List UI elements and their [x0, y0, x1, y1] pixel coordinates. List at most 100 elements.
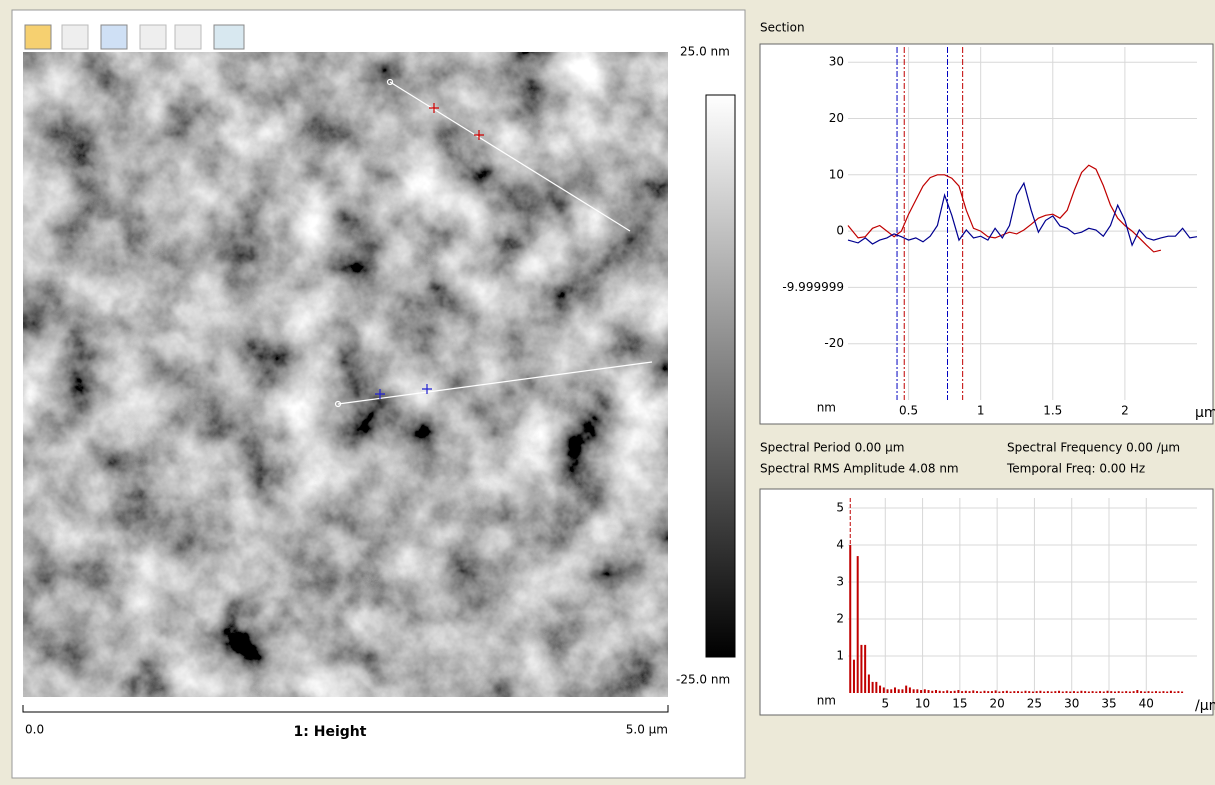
- spectrum-bar: [942, 691, 945, 693]
- spectrum-bar: [1017, 691, 1020, 693]
- section-lines: [334, 78, 653, 408]
- spectrum-bar: [1166, 691, 1169, 693]
- spectrum-bar: [972, 690, 975, 693]
- spectrum-bar: [1154, 691, 1157, 693]
- spectrum-bar: [908, 687, 911, 693]
- spectrum-bar: [1162, 691, 1165, 693]
- spectrum-bar: [1121, 691, 1124, 693]
- scale-bar: [22, 705, 669, 713]
- spectrum-bar: [871, 681, 874, 693]
- info-text: Spectral Period 0.00 µm: [760, 441, 904, 455]
- spectrum-bar: [1035, 691, 1038, 693]
- y-tick-label: 1: [836, 648, 844, 662]
- x-unit: /µm: [1195, 698, 1215, 714]
- spectrum-bar: [976, 691, 979, 693]
- spectrum-bar: [1125, 691, 1128, 693]
- y-tick-label: 30: [829, 55, 844, 69]
- spectrum-bar: [1140, 691, 1143, 693]
- spectrum-bar: [1002, 691, 1005, 693]
- scale-start: 0.0: [25, 723, 44, 737]
- spectrum-bar: [1091, 691, 1094, 693]
- section-line: [847, 181, 1198, 247]
- spectrum-chart: [759, 488, 1214, 716]
- spectrum-bar: [934, 690, 937, 693]
- x-tick-label: 5: [881, 697, 889, 711]
- spectrum-bar: [882, 687, 885, 693]
- tool-button[interactable]: [100, 24, 128, 50]
- tool-button[interactable]: [174, 24, 202, 50]
- x-tick-label: 15: [952, 697, 967, 711]
- spectrum-bar: [1058, 690, 1061, 693]
- x-tick-label: 2: [1121, 404, 1129, 418]
- y-tick-label: 4: [836, 537, 844, 551]
- spectrum-bar: [1151, 691, 1154, 693]
- y-tick-label: 10: [829, 167, 844, 181]
- channel-label: 1: Height: [294, 724, 367, 740]
- y-tick-label: 20: [829, 111, 844, 125]
- y-tick-label: 0: [836, 224, 844, 238]
- spectrum-bar: [849, 544, 852, 693]
- y-tick-label: -20: [824, 336, 844, 350]
- spectrum-bar: [920, 690, 923, 693]
- info-text: Spectral RMS Amplitude 4.08 nm: [760, 462, 959, 476]
- spectrum-bar: [1136, 690, 1139, 693]
- spectrum-bar: [901, 689, 904, 693]
- spectrum-bar: [1013, 691, 1016, 693]
- spectrum-bar: [897, 689, 900, 693]
- spectrum-bar: [912, 689, 915, 693]
- spectrum-bar: [1087, 691, 1090, 693]
- spectrum-bar: [1173, 691, 1176, 693]
- spectrum-bar: [994, 690, 997, 693]
- spectrum-bar: [1132, 691, 1135, 693]
- colorbar-max: 25.0 nm: [680, 45, 730, 59]
- spectrum-bar: [1128, 691, 1131, 693]
- spectrum-bar: [1031, 691, 1034, 693]
- spectrum-bar: [1028, 691, 1031, 693]
- spectrum-bar: [1095, 691, 1098, 693]
- spectrum-bar: [879, 685, 882, 693]
- x-tick-label: 10: [915, 697, 930, 711]
- x-tick-label: 30: [1064, 697, 1079, 711]
- x-tick-label: 35: [1101, 697, 1116, 711]
- spectrum-bar: [1046, 691, 1049, 693]
- spectrum-bar: [916, 689, 919, 693]
- spectrum-bar: [1099, 691, 1102, 693]
- spectrum-bar: [1147, 691, 1150, 693]
- spectrum-bar: [998, 691, 1001, 693]
- spectrum-bar: [979, 691, 982, 693]
- spectrum-bar: [1039, 690, 1042, 693]
- x-tick-label: 0.5: [899, 404, 918, 418]
- section-line: [389, 81, 631, 232]
- spectrum-bar: [1072, 691, 1075, 693]
- spectrum-bar: [1106, 690, 1109, 693]
- spectrum-bar: [953, 690, 956, 693]
- spectrum-bar: [987, 691, 990, 693]
- spectrum-bar: [983, 690, 986, 693]
- spectrum-bar: [931, 690, 934, 693]
- spectrum-bar: [946, 690, 949, 693]
- spectrum-bar: [1181, 691, 1184, 693]
- spectrum-bar: [927, 690, 930, 693]
- tool-button[interactable]: [139, 24, 167, 50]
- y-tick-label: 2: [836, 611, 844, 625]
- spectrum-bar: [1143, 691, 1146, 693]
- spectrum-bar: [1117, 691, 1120, 693]
- spectrum-bar: [957, 690, 960, 693]
- spectrum-bar: [864, 644, 867, 693]
- spectrum-bar: [867, 674, 870, 693]
- x-tick-label: 20: [990, 697, 1005, 711]
- tool-button[interactable]: [213, 24, 245, 50]
- y-tick-label: 5: [836, 500, 844, 514]
- tool-button[interactable]: [61, 24, 89, 50]
- tool-button[interactable]: [24, 24, 52, 50]
- spectrum-bar: [1005, 690, 1008, 693]
- color-bar: [705, 94, 736, 658]
- x-tick-label: 40: [1139, 697, 1154, 711]
- spectrum-bar: [905, 685, 908, 693]
- spectrum-bar: [1009, 691, 1012, 693]
- section-line: [337, 361, 653, 405]
- spectrum-bar: [886, 689, 889, 693]
- x-tick-label: 1.5: [1043, 404, 1062, 418]
- y-tick-label: 3: [836, 574, 844, 588]
- spectrum-bar: [961, 691, 964, 693]
